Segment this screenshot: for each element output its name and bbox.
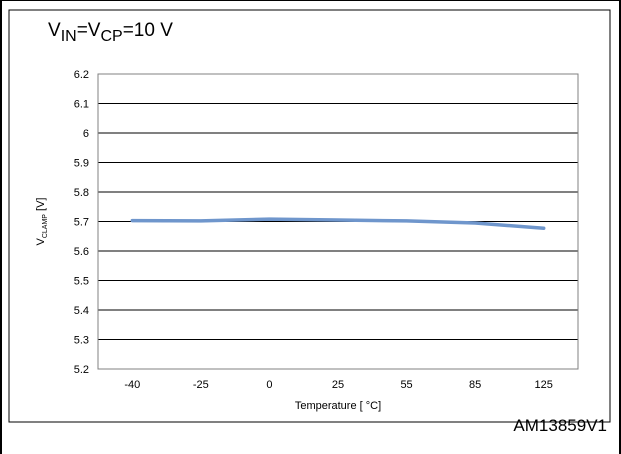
cond-v-in: VIN xyxy=(48,20,77,45)
y-axis-label: VCLAMP [V] xyxy=(35,198,49,246)
series-line-0 xyxy=(130,217,546,231)
y-tick-label-2: 5.4 xyxy=(74,305,89,317)
x-axis-label: Temperature [ °C] xyxy=(295,400,381,412)
y-tick-label-6: 5.8 xyxy=(74,187,89,199)
y-tick-label-10: 6.2 xyxy=(74,69,89,81)
cond-value: =10 V xyxy=(122,20,173,41)
plot-border xyxy=(97,73,579,370)
x-tick-label-5: 85 xyxy=(469,379,481,391)
x-tick-label-1: -25 xyxy=(193,379,209,391)
y-tick-label-1: 5.3 xyxy=(74,335,89,347)
cond-v-cp: =VCP xyxy=(76,20,123,45)
y-tick-label-7: 5.9 xyxy=(74,158,89,170)
y-tick-label-8: 6 xyxy=(83,128,89,140)
x-tick-label-6: 125 xyxy=(535,379,553,391)
y-tick-label-4: 5.6 xyxy=(74,246,89,258)
x-tick-label-2: 0 xyxy=(266,379,272,391)
figure-code: AM13859V1 xyxy=(513,416,607,435)
y-tick-label-5: 5.7 xyxy=(74,217,89,229)
test-condition-label: VIN=VCP=10 V xyxy=(48,20,173,45)
x-tick-label-4: 55 xyxy=(400,379,412,391)
y-tick-label-3: 5.5 xyxy=(74,276,89,288)
y-tick-label-9: 6.1 xyxy=(74,99,89,111)
x-tick-label-3: 25 xyxy=(332,379,344,391)
y-tick-label-0: 5.2 xyxy=(74,364,89,376)
x-tick-label-0: -40 xyxy=(124,379,140,391)
